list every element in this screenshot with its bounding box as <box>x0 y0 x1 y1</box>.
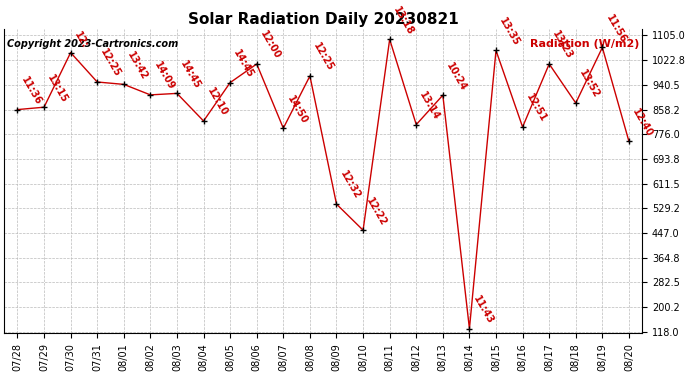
Text: 14:45: 14:45 <box>232 48 256 80</box>
Text: 12:32: 12:32 <box>338 170 362 201</box>
Text: 12:00: 12:00 <box>258 29 282 61</box>
Text: 11:56: 11:56 <box>604 13 628 45</box>
Text: 14:45: 14:45 <box>179 59 203 91</box>
Text: 13:35: 13:35 <box>497 16 522 48</box>
Text: 12:25: 12:25 <box>311 41 335 73</box>
Text: Radiation (W/m2): Radiation (W/m2) <box>530 39 639 49</box>
Text: 13:23: 13:23 <box>551 29 575 61</box>
Text: 12:10: 12:10 <box>205 86 229 118</box>
Text: 12:40: 12:40 <box>631 107 655 139</box>
Text: 12:: 12: <box>72 30 90 50</box>
Title: Solar Radiation Daily 20230821: Solar Radiation Daily 20230821 <box>188 12 459 27</box>
Text: 11:43: 11:43 <box>471 294 495 326</box>
Text: 12:22: 12:22 <box>364 196 388 227</box>
Text: 11:36: 11:36 <box>19 75 43 107</box>
Text: 12:25: 12:25 <box>99 47 123 79</box>
Text: 13:18: 13:18 <box>391 4 415 37</box>
Text: 13:14: 13:14 <box>417 90 442 122</box>
Text: 12:51: 12:51 <box>524 92 548 124</box>
Text: 14:09: 14:09 <box>152 60 176 92</box>
Text: 13:15: 13:15 <box>46 73 70 104</box>
Text: 14:50: 14:50 <box>285 94 309 125</box>
Text: 13:52: 13:52 <box>577 68 601 100</box>
Text: 13:42: 13:42 <box>125 50 149 82</box>
Text: 10:24: 10:24 <box>444 61 469 92</box>
Text: Copyright 2023-Cartronics.com: Copyright 2023-Cartronics.com <box>8 39 179 49</box>
